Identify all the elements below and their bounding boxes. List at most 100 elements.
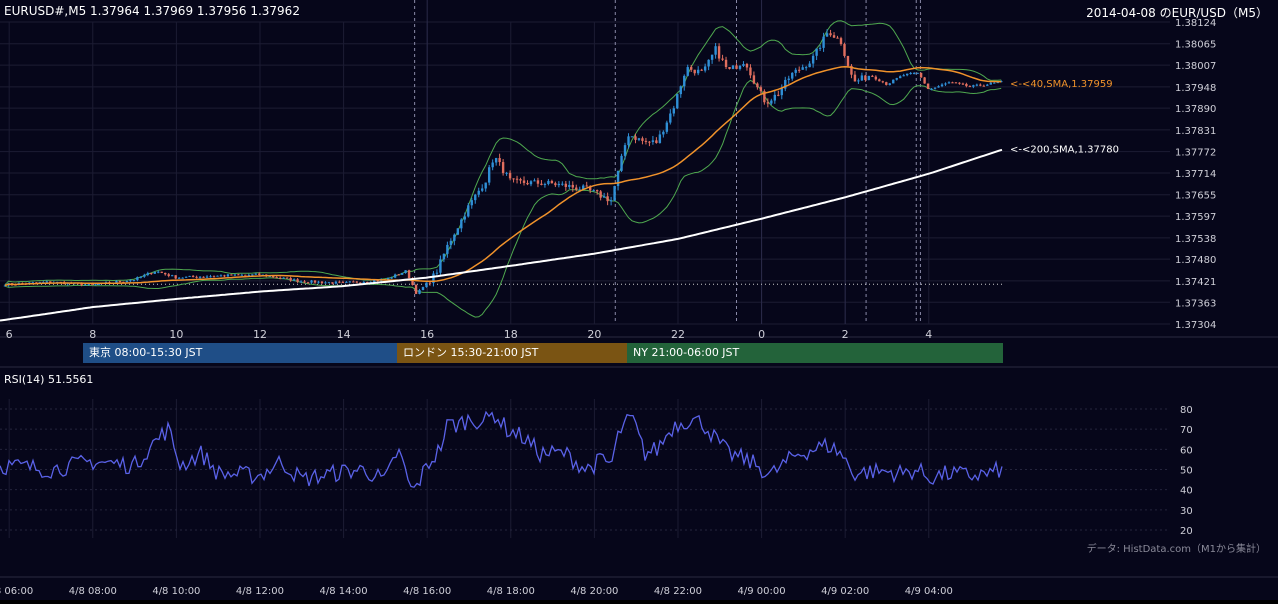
candle-body xyxy=(251,274,254,276)
candle-body xyxy=(794,69,797,73)
candle-body xyxy=(474,194,477,201)
candle-body xyxy=(899,76,902,79)
candle-body xyxy=(352,281,355,283)
symbol-ohlc-label: EURUSD#,M5 1.37964 1.37969 1.37956 1.379… xyxy=(4,4,300,18)
candle-body xyxy=(35,282,38,284)
candle-body xyxy=(895,78,898,80)
candle-body xyxy=(742,64,745,66)
candle-body xyxy=(160,271,163,273)
candle-body xyxy=(592,190,595,192)
sma40-annotation: <-<40,SMA,1.37959 xyxy=(1010,79,1113,90)
candle-body xyxy=(881,81,884,83)
candle-body xyxy=(979,84,982,86)
candle-body xyxy=(561,183,564,185)
rsi-time-tick-label: 4/9 00:00 xyxy=(738,586,786,597)
candle-body xyxy=(589,186,592,191)
rsi-tick-label: 20 xyxy=(1180,526,1193,537)
time-tick-label: 20 xyxy=(587,328,601,341)
candle-body xyxy=(522,180,526,183)
candlestick-series xyxy=(3,29,1003,295)
candle-body xyxy=(926,83,930,89)
candle-body xyxy=(446,244,449,254)
candle-body xyxy=(477,190,480,195)
candle-body xyxy=(658,134,662,143)
rsi-time-tick-label: 4/8 06:00 xyxy=(0,586,33,597)
grid-lines xyxy=(0,21,1278,578)
candle-body xyxy=(404,270,407,273)
candle-body xyxy=(174,275,177,279)
candle-body xyxy=(634,136,637,140)
candle-body xyxy=(198,276,202,278)
price-tick-label: 1.37480 xyxy=(1175,255,1216,266)
candle-body xyxy=(787,78,790,80)
rsi-tick-label: 50 xyxy=(1180,466,1193,477)
candle-body xyxy=(247,274,251,276)
rsi-time-tick-label: 4/8 20:00 xyxy=(570,586,618,597)
candle-body xyxy=(752,75,756,84)
candle-body xyxy=(777,94,780,96)
candle-body xyxy=(735,65,738,69)
candle-body xyxy=(930,88,933,90)
candle-body xyxy=(804,67,808,69)
candle-body xyxy=(965,83,968,87)
candle-body xyxy=(299,281,303,283)
candle-body xyxy=(439,259,442,273)
candle-body xyxy=(780,88,783,96)
candle-body xyxy=(219,275,223,277)
candle-body xyxy=(244,274,247,276)
candle-body xyxy=(602,196,606,198)
price-tick-label: 1.37831 xyxy=(1175,126,1216,137)
candle-body xyxy=(494,158,498,163)
candle-body xyxy=(993,82,996,84)
candle-body xyxy=(972,85,975,87)
candle-body xyxy=(470,200,473,206)
candle-body xyxy=(400,272,404,275)
candle-body xyxy=(428,282,432,284)
candle-body xyxy=(386,277,390,280)
candle-body xyxy=(122,281,125,283)
candle-body xyxy=(484,182,487,189)
candle-body xyxy=(679,86,682,95)
candle-body xyxy=(393,274,397,278)
candle-body xyxy=(359,282,362,284)
rsi-time-tick-label: 4/8 16:00 xyxy=(403,586,451,597)
candle-body xyxy=(425,282,428,288)
candle-body xyxy=(864,75,867,80)
candle-body xyxy=(669,113,672,123)
candle-body xyxy=(463,216,466,220)
rsi-panel xyxy=(0,408,1170,531)
candle-body xyxy=(3,285,7,287)
candle-body xyxy=(278,277,282,279)
candle-body xyxy=(341,281,345,283)
time-tick-label: 0 xyxy=(758,328,765,341)
candle-body xyxy=(909,72,912,74)
candle-body xyxy=(585,185,588,187)
candle-body xyxy=(651,140,655,143)
candle-body xyxy=(951,82,954,84)
candle-body xyxy=(676,94,679,109)
candle-body xyxy=(195,276,198,278)
candle-body xyxy=(599,191,602,198)
candle-body xyxy=(303,281,306,283)
candle-body xyxy=(683,75,686,87)
candle-body xyxy=(118,280,122,282)
candle-body xyxy=(784,79,787,89)
candle-body xyxy=(348,281,352,283)
candle-body xyxy=(707,59,710,67)
candle-body xyxy=(696,69,700,74)
candle-body xyxy=(449,240,453,245)
time-tick-label: 12 xyxy=(253,328,267,341)
candle-body xyxy=(226,274,230,277)
candle-body xyxy=(878,79,881,82)
candle-body xyxy=(846,55,850,66)
candle-body xyxy=(373,280,376,283)
candle-body xyxy=(1000,81,1003,83)
candle-body xyxy=(595,190,599,192)
candle-body xyxy=(366,281,369,283)
candle-body xyxy=(519,179,522,181)
candle-body xyxy=(129,280,132,282)
candle-body xyxy=(902,75,905,77)
candle-body xyxy=(90,283,94,285)
candle-body xyxy=(272,275,275,278)
